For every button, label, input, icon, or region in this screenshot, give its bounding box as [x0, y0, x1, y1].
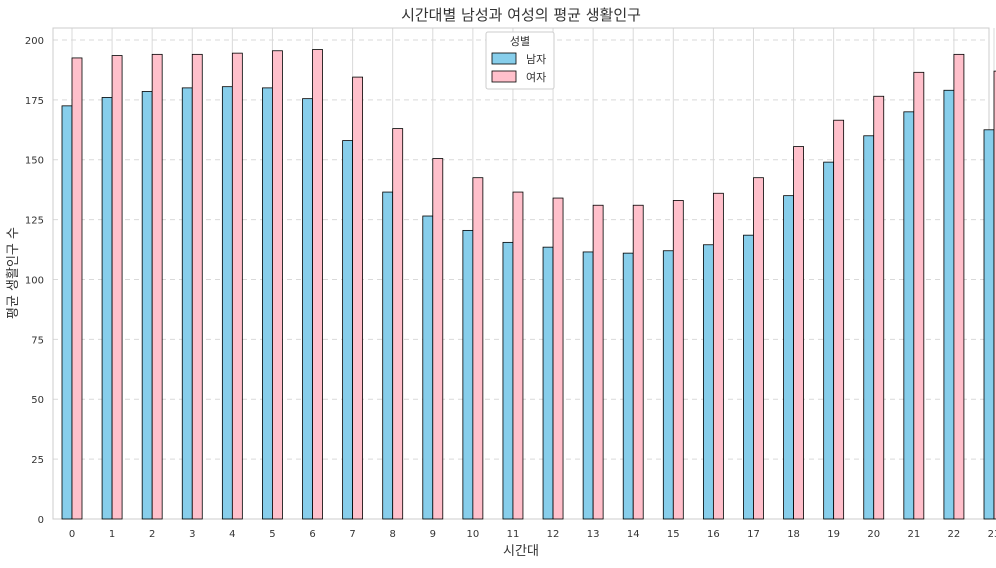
bar-male-7 — [342, 140, 354, 520]
x-tick-label: 12 — [547, 529, 560, 540]
bar-female-10 — [472, 177, 484, 520]
x-tick-label: 6 — [309, 529, 315, 540]
y-tick-label: 200 — [25, 36, 44, 47]
bar-female-15 — [672, 200, 684, 520]
bar-male-20 — [863, 135, 875, 520]
legend-label-female: 여자 — [526, 71, 546, 84]
legend-title: 성별 — [510, 35, 530, 48]
bar-male-3 — [181, 87, 193, 520]
bar-female-5 — [272, 50, 283, 520]
bar-male-2 — [141, 91, 153, 520]
bar-female-17 — [753, 177, 764, 520]
x-tick-label: 14 — [627, 529, 640, 540]
chart-title: 시간대별 남성과 여성의 평균 생활인구 — [401, 6, 641, 24]
x-tick-label: 11 — [507, 529, 520, 540]
x-tick-label: 19 — [827, 529, 840, 540]
bar-male-18 — [783, 195, 794, 520]
x-tick-label: 4 — [229, 529, 235, 540]
bar-female-3 — [191, 53, 203, 520]
bar-male-17 — [743, 234, 754, 520]
bar-male-1 — [101, 97, 113, 520]
bar-female-12 — [552, 197, 564, 520]
bar-male-9 — [422, 215, 434, 520]
bar-female-9 — [432, 158, 444, 520]
x-tick-label: 7 — [349, 529, 355, 540]
bar-male-13 — [582, 251, 594, 520]
x-tick-label: 8 — [390, 529, 396, 540]
bar-female-11 — [512, 191, 524, 520]
y-tick-label: 100 — [25, 275, 44, 286]
y-tick-label: 75 — [31, 335, 44, 346]
x-tick-label: 18 — [787, 529, 800, 540]
legend: 성별 남자 여자 — [485, 31, 555, 90]
x-axis-label: 시간대 — [503, 544, 539, 559]
x-tick-label: 10 — [467, 529, 480, 540]
bars — [61, 49, 996, 520]
bar-female-0 — [71, 57, 83, 520]
bar-female-23 — [993, 70, 996, 520]
x-tick-label: 5 — [269, 529, 275, 540]
bar-male-8 — [382, 191, 394, 520]
legend-swatch-male — [491, 52, 517, 65]
y-tick-label: 150 — [25, 156, 44, 167]
bar-female-4 — [231, 52, 243, 520]
y-tick-label: 175 — [25, 96, 44, 107]
bar-male-12 — [542, 246, 554, 520]
legend-swatch-female — [491, 70, 517, 83]
bar-female-21 — [913, 71, 925, 520]
x-tick-label: 15 — [667, 529, 680, 540]
x-tick-label: 3 — [189, 529, 195, 540]
bar-male-23 — [983, 129, 995, 520]
bar-male-5 — [262, 87, 273, 520]
bar-male-0 — [61, 105, 73, 520]
bar-female-8 — [392, 128, 404, 520]
x-tick-label: 23 — [988, 529, 996, 540]
bar-male-22 — [943, 89, 955, 520]
x-tick-label: 1 — [109, 529, 115, 540]
x-tick-label: 2 — [149, 529, 155, 540]
bar-female-13 — [592, 204, 604, 520]
bar-female-14 — [632, 204, 644, 520]
bar-male-10 — [462, 229, 474, 520]
y-tick-label: 25 — [31, 455, 44, 466]
x-tick-label: 13 — [587, 529, 600, 540]
bar-female-19 — [833, 119, 845, 520]
bar-male-19 — [823, 161, 835, 520]
legend-label-male: 남자 — [526, 53, 546, 66]
bar-male-15 — [662, 250, 674, 520]
y-tick-label: 125 — [25, 216, 44, 227]
y-tick-label: 50 — [31, 395, 44, 406]
bar-male-14 — [622, 252, 634, 520]
bar-female-7 — [352, 76, 364, 520]
x-tick-label: 17 — [747, 529, 760, 540]
bar-male-4 — [221, 86, 233, 520]
bar-male-11 — [502, 241, 514, 520]
bar-female-16 — [712, 192, 724, 520]
bar-male-6 — [302, 98, 313, 520]
y-tick-label: 0 — [38, 515, 44, 526]
bar-female-22 — [953, 53, 965, 520]
x-tick-label: 20 — [867, 529, 880, 540]
bar-male-16 — [702, 244, 714, 520]
bar-female-18 — [793, 146, 804, 520]
bar-male-21 — [903, 111, 915, 520]
x-tick-label: 0 — [69, 529, 75, 540]
x-tick-label: 9 — [430, 529, 436, 540]
bar-female-6 — [312, 49, 323, 520]
bar-female-2 — [151, 53, 163, 520]
x-tick-label: 16 — [707, 529, 720, 540]
x-tick-label: 22 — [948, 529, 961, 540]
bar-female-1 — [111, 55, 123, 520]
x-tick-label: 21 — [907, 529, 920, 540]
bar-female-20 — [873, 95, 885, 520]
y-axis-label: 평균 생활인구 수 — [6, 227, 21, 319]
